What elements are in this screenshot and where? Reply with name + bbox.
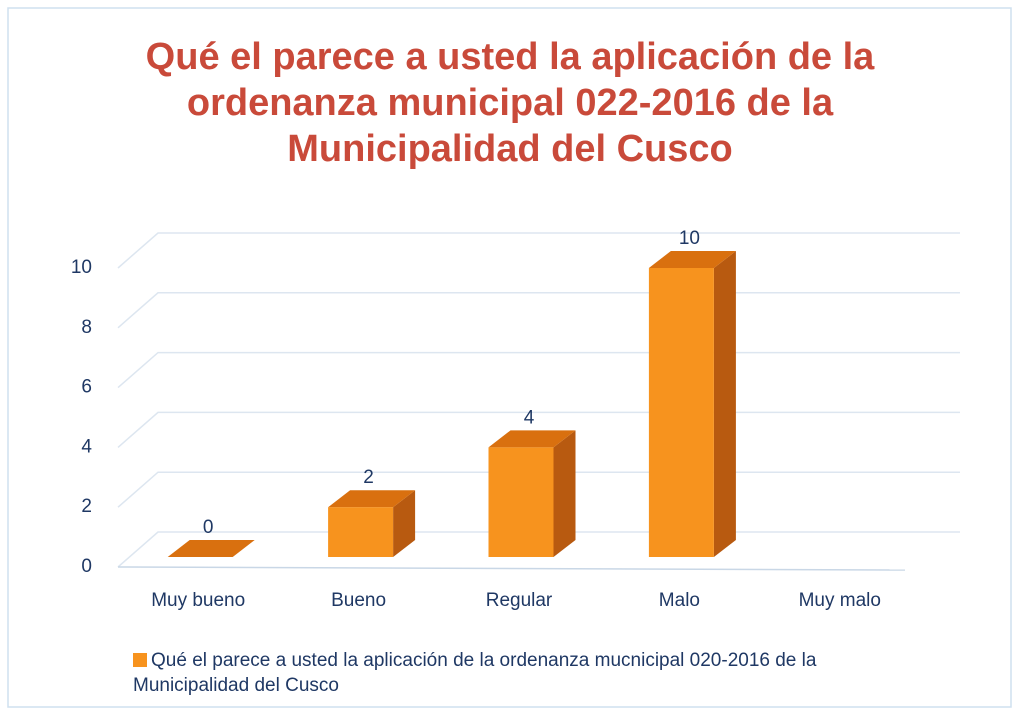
y-tick-label: 2 — [81, 496, 92, 517]
legend: Qué el parece a usted la aplicación de l… — [133, 648, 933, 698]
grid-line — [117, 292, 960, 329]
y-tick-label: 4 — [81, 436, 92, 457]
legend-swatch — [133, 653, 147, 667]
x-tick-label: Muy malo — [799, 590, 881, 611]
bar — [488, 447, 554, 557]
chart-title: Qué el parece a usted la aplicación de l… — [145, 36, 875, 170]
bar-side — [713, 251, 736, 557]
x-tick-label: Regular — [486, 590, 553, 611]
value-label: 10 — [679, 228, 700, 249]
value-label: 4 — [524, 407, 535, 428]
value-label: 0 — [203, 517, 214, 538]
floor-line — [117, 566, 906, 571]
grid-line — [117, 232, 960, 269]
x-tick-label: Bueno — [331, 590, 386, 611]
value-label: 2 — [363, 467, 374, 488]
grid-line — [117, 351, 960, 389]
y-tick-label: 0 — [81, 556, 92, 577]
bar-top — [167, 540, 255, 557]
bar-top — [648, 251, 736, 268]
bar-top — [488, 430, 576, 448]
bar — [648, 268, 714, 557]
bar-side — [393, 490, 416, 557]
x-tick-label: Malo — [659, 590, 700, 611]
bar-side — [553, 430, 576, 557]
y-tick-label: 6 — [81, 377, 92, 398]
bar-top — [328, 490, 416, 508]
x-tick-label: Muy bueno — [151, 590, 245, 611]
frame — [7, 7, 1012, 708]
y-tick-label: 10 — [71, 257, 92, 278]
bar — [328, 507, 394, 557]
y-tick-label: 8 — [81, 317, 92, 338]
legend-label: Qué el parece a usted la aplicación de l… — [133, 650, 817, 696]
